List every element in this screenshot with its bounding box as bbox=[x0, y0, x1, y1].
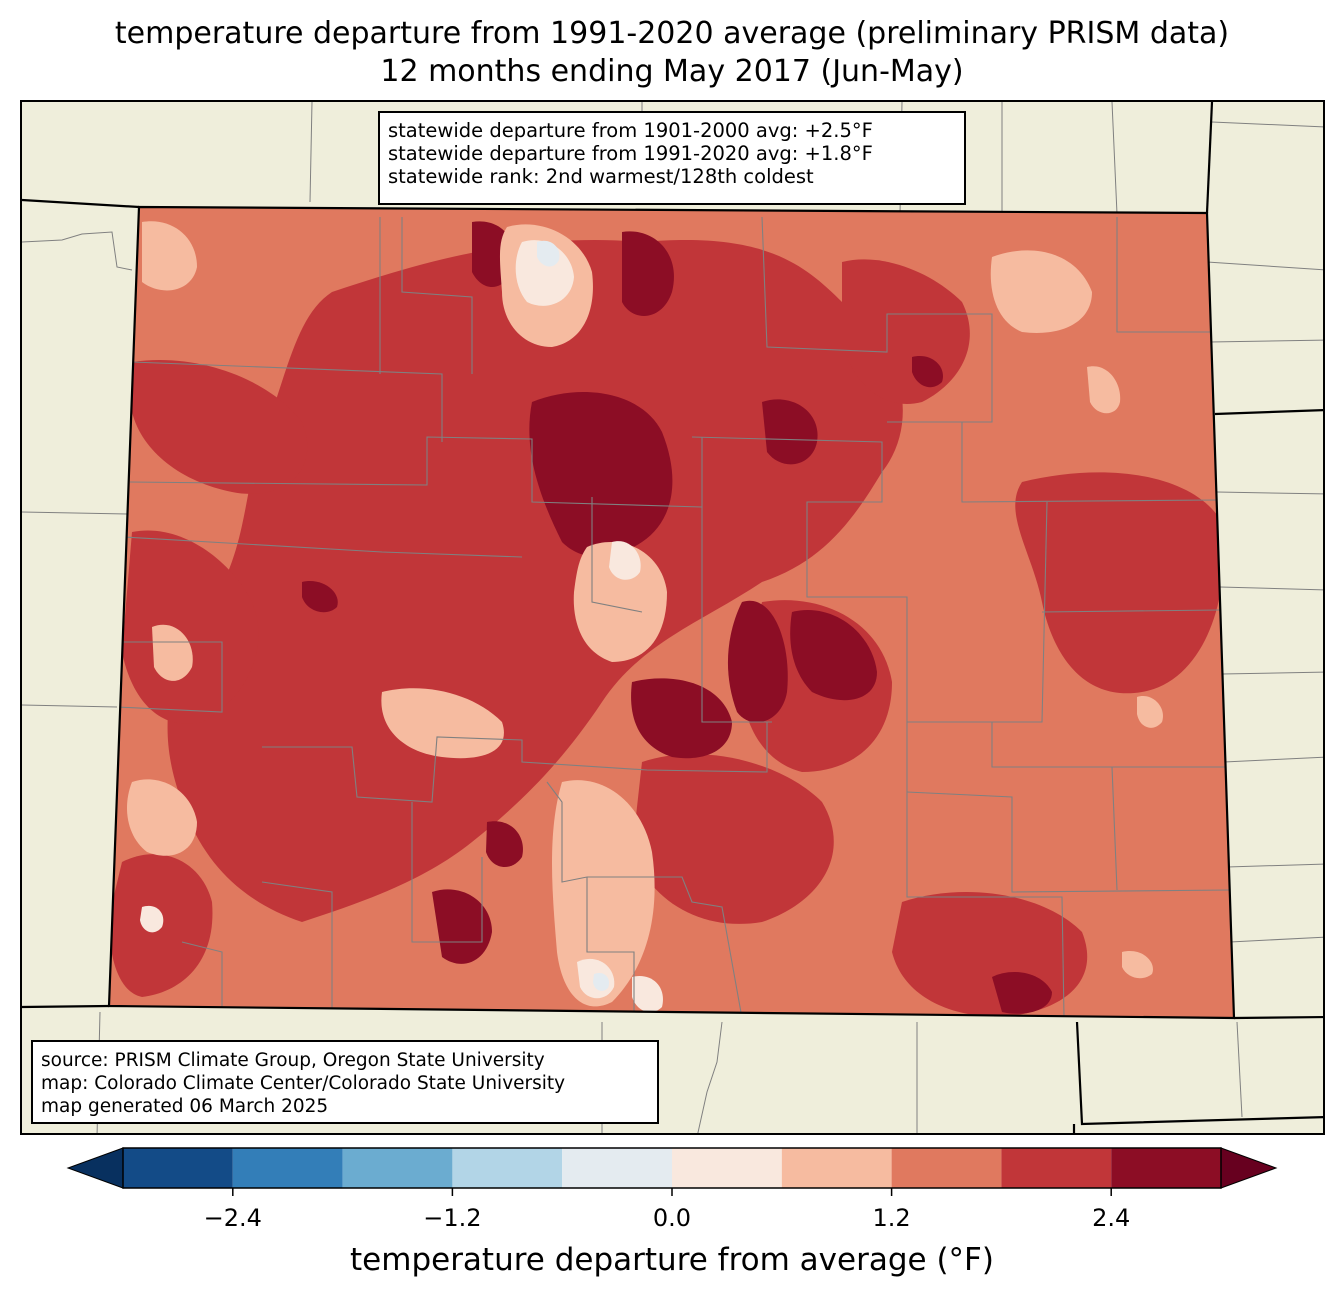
colorbar-tick-label: 1.2 bbox=[872, 1204, 911, 1232]
colorbar-tick-label: −1.2 bbox=[423, 1204, 482, 1232]
credits-source: source: PRISM Climate Group, Oregon Stat… bbox=[41, 1050, 545, 1071]
stats-departure-1991-2020: statewide departure from 1991-2020 avg: … bbox=[388, 142, 873, 165]
colorbar-tick-label: −2.4 bbox=[203, 1204, 262, 1232]
colorbar-extend-under bbox=[66, 1147, 124, 1189]
map-title-line2: 12 months ending May 2017 (Jun-May) bbox=[380, 54, 964, 89]
colorado-departure-field bbox=[109, 207, 1234, 1018]
field-2.4-3.0 bbox=[302, 221, 1052, 1014]
field-0.6-1.2 bbox=[127, 221, 1163, 1007]
colorbar-extend-over bbox=[1220, 1147, 1278, 1189]
colorbar-segment bbox=[342, 1148, 453, 1188]
colorbar-segment bbox=[781, 1148, 892, 1188]
colorbar-tickmarks bbox=[232, 1188, 1112, 1196]
colorbar-segment bbox=[1111, 1148, 1221, 1188]
colorbar-label: temperature departure from average (°F) bbox=[350, 1242, 994, 1278]
state-boundary-lines bbox=[22, 102, 1323, 1133]
colorbar bbox=[66, 1147, 1278, 1196]
colorado-temperature-map bbox=[22, 102, 1323, 1133]
colorbar-segment bbox=[562, 1148, 672, 1188]
colorbar-segment bbox=[452, 1148, 563, 1188]
map-title-line1: temperature departure from 1991-2020 ave… bbox=[114, 16, 1230, 51]
colorbar-segments bbox=[66, 1147, 1278, 1189]
map-frame bbox=[20, 100, 1325, 1135]
colorbar-segment bbox=[232, 1148, 343, 1188]
colorbar-tick-label: 0.0 bbox=[652, 1204, 692, 1232]
credits-generated-date: map generated 06 March 2025 bbox=[41, 1096, 329, 1117]
colorado-state-border bbox=[107, 205, 1236, 1020]
colorbar-tick-label: 2.4 bbox=[1092, 1204, 1131, 1232]
statewide-stats-box: statewide departure from 1901-2000 avg: … bbox=[378, 111, 966, 205]
county-lines bbox=[116, 216, 1231, 1018]
stats-departure-1901-2000: statewide departure from 1901-2000 avg: … bbox=[388, 119, 873, 142]
colorbar-segment bbox=[891, 1148, 1002, 1188]
credits-map-author: map: Colorado Climate Center/Colorado St… bbox=[41, 1073, 566, 1094]
credits-box: source: PRISM Climate Group, Oregon Stat… bbox=[31, 1040, 659, 1124]
field-neg0.6-0.0 bbox=[537, 240, 610, 991]
colorbar-segment bbox=[1001, 1148, 1112, 1188]
colorbar-segment bbox=[123, 1148, 233, 1188]
colorbar-segment bbox=[672, 1148, 782, 1188]
stats-rank: statewide rank: 2nd warmest/128th coldes… bbox=[388, 165, 814, 188]
